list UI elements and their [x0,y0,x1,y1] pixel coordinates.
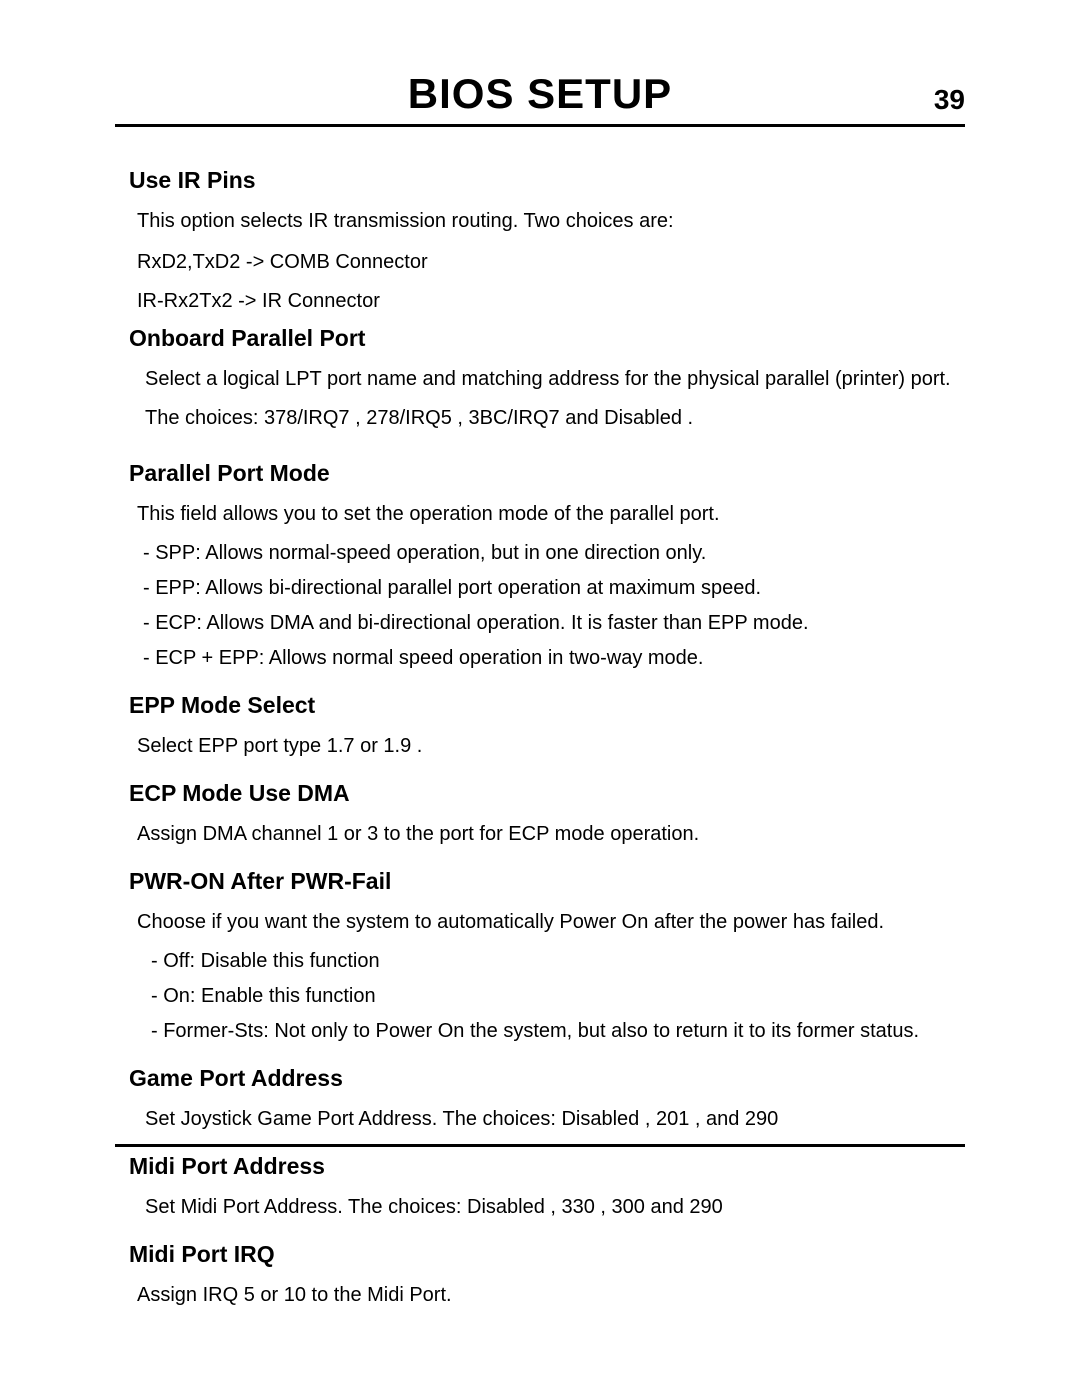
heading-use-ir-pins: Use IR Pins [129,167,965,194]
text-midiport-line1: Set Midi Port Address. The choices: Disa… [145,1192,965,1223]
heading-game-port: Game Port Address [129,1065,965,1092]
heading-pwr-on: PWR-ON After PWR-Fail [129,868,965,895]
heading-midi-port-irq: Midi Port IRQ [129,1241,965,1268]
page-header: BIOS SETUP 39 [115,70,965,127]
text-gameport-line1: Set Joystick Game Port Address. The choi… [145,1104,965,1135]
footer-rule [115,1144,965,1147]
item-pwron-on: - On: Enable this function [151,981,965,1012]
text-use-ir-line2: IR-Rx2Tx2 -> IR Connector [137,286,965,317]
page-title: BIOS SETUP [408,70,672,118]
page-container: BIOS SETUP 39 Use IR Pins This option se… [0,0,1080,1379]
text-parallel-intro: This field allows you to set the operati… [137,499,965,530]
heading-parallel-mode: Parallel Port Mode [129,460,965,487]
text-use-ir-line1: RxD2,TxD2 -> COMB Connector [137,247,965,278]
item-parallel-ecpepp: - ECP + EPP: Allows normal speed operati… [143,643,965,674]
text-use-ir-intro: This option selects IR transmission rout… [137,206,965,237]
heading-midi-port-address: Midi Port Address [129,1153,965,1180]
text-pwron-intro: Choose if you want the system to automat… [137,907,965,938]
item-parallel-ecp: - ECP: Allows DMA and bi-directional ope… [143,608,965,639]
heading-ecp-mode: ECP Mode Use DMA [129,780,965,807]
text-epp-line1: Select EPP port type 1.7 or 1.9 . [137,731,965,762]
text-midiirq-line1: Assign IRQ 5 or 10 to the Midi Port. [137,1280,965,1311]
text-onboard-line2: The choices: 378/IRQ7 , 278/IRQ5 , 3BC/I… [145,403,965,434]
heading-onboard-parallel: Onboard Parallel Port [129,325,965,352]
heading-epp-mode: EPP Mode Select [129,692,965,719]
item-parallel-epp: - EPP: Allows bi-directional parallel po… [143,573,965,604]
text-ecp-line1: Assign DMA channel 1 or 3 to the port fo… [137,819,965,850]
item-parallel-spp: - SPP: Allows normal-speed operation, bu… [143,538,965,569]
item-pwron-former: - Former-Sts: Not only to Power On the s… [151,1016,965,1047]
item-pwron-off: - Off: Disable this function [151,946,965,977]
text-onboard-line1: Select a logical LPT port name and match… [145,364,965,395]
page-number: 39 [934,84,965,116]
